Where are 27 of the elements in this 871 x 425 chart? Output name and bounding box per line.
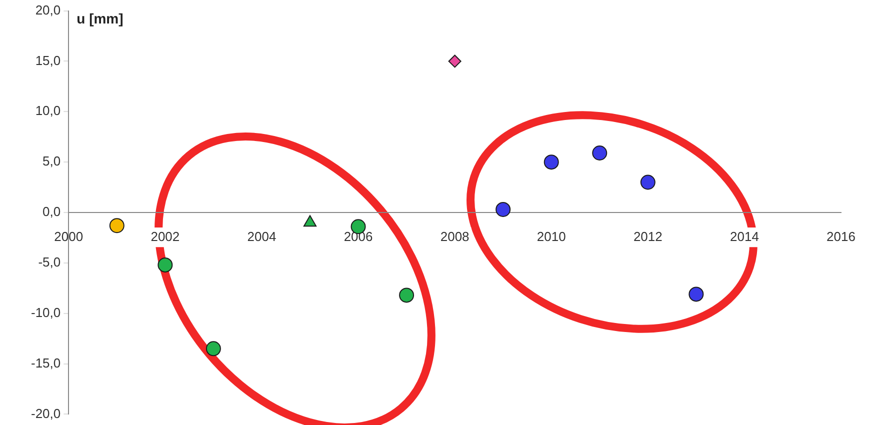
point — [496, 202, 511, 217]
y-tick-label: 20,0 — [35, 2, 61, 18]
point — [206, 341, 221, 356]
y-tick-label: -15,0 — [30, 355, 61, 370]
x-tick-label: 2014 — [730, 228, 759, 244]
point — [688, 286, 704, 302]
point — [544, 154, 559, 170]
x-tick-label: 2010 — [536, 228, 566, 244]
point — [399, 288, 414, 303]
y-tick-label: 15,0 — [35, 52, 61, 68]
y-tick-label: 5,0 — [42, 154, 61, 169]
y-tick-label: -5,0 — [38, 254, 61, 270]
point — [448, 54, 462, 68]
x-tick-label: 2008 — [440, 228, 470, 244]
y-tick-label: 0,0 — [42, 204, 61, 220]
x-tick-label: 2002 — [150, 228, 180, 244]
point — [158, 257, 173, 272]
y-axis-title: u [mm] — [76, 10, 124, 27]
x-tick-label: 2016 — [826, 228, 856, 244]
y-tick-label: -10,0 — [30, 304, 61, 320]
x-tick-label: 2004 — [247, 228, 276, 244]
y-tick-label: -20,0 — [30, 406, 61, 421]
y-tick-label: 10,0 — [35, 103, 61, 118]
point — [640, 174, 656, 190]
point — [109, 218, 124, 234]
x-tick-label: 2012 — [633, 228, 662, 244]
point — [592, 146, 608, 160]
